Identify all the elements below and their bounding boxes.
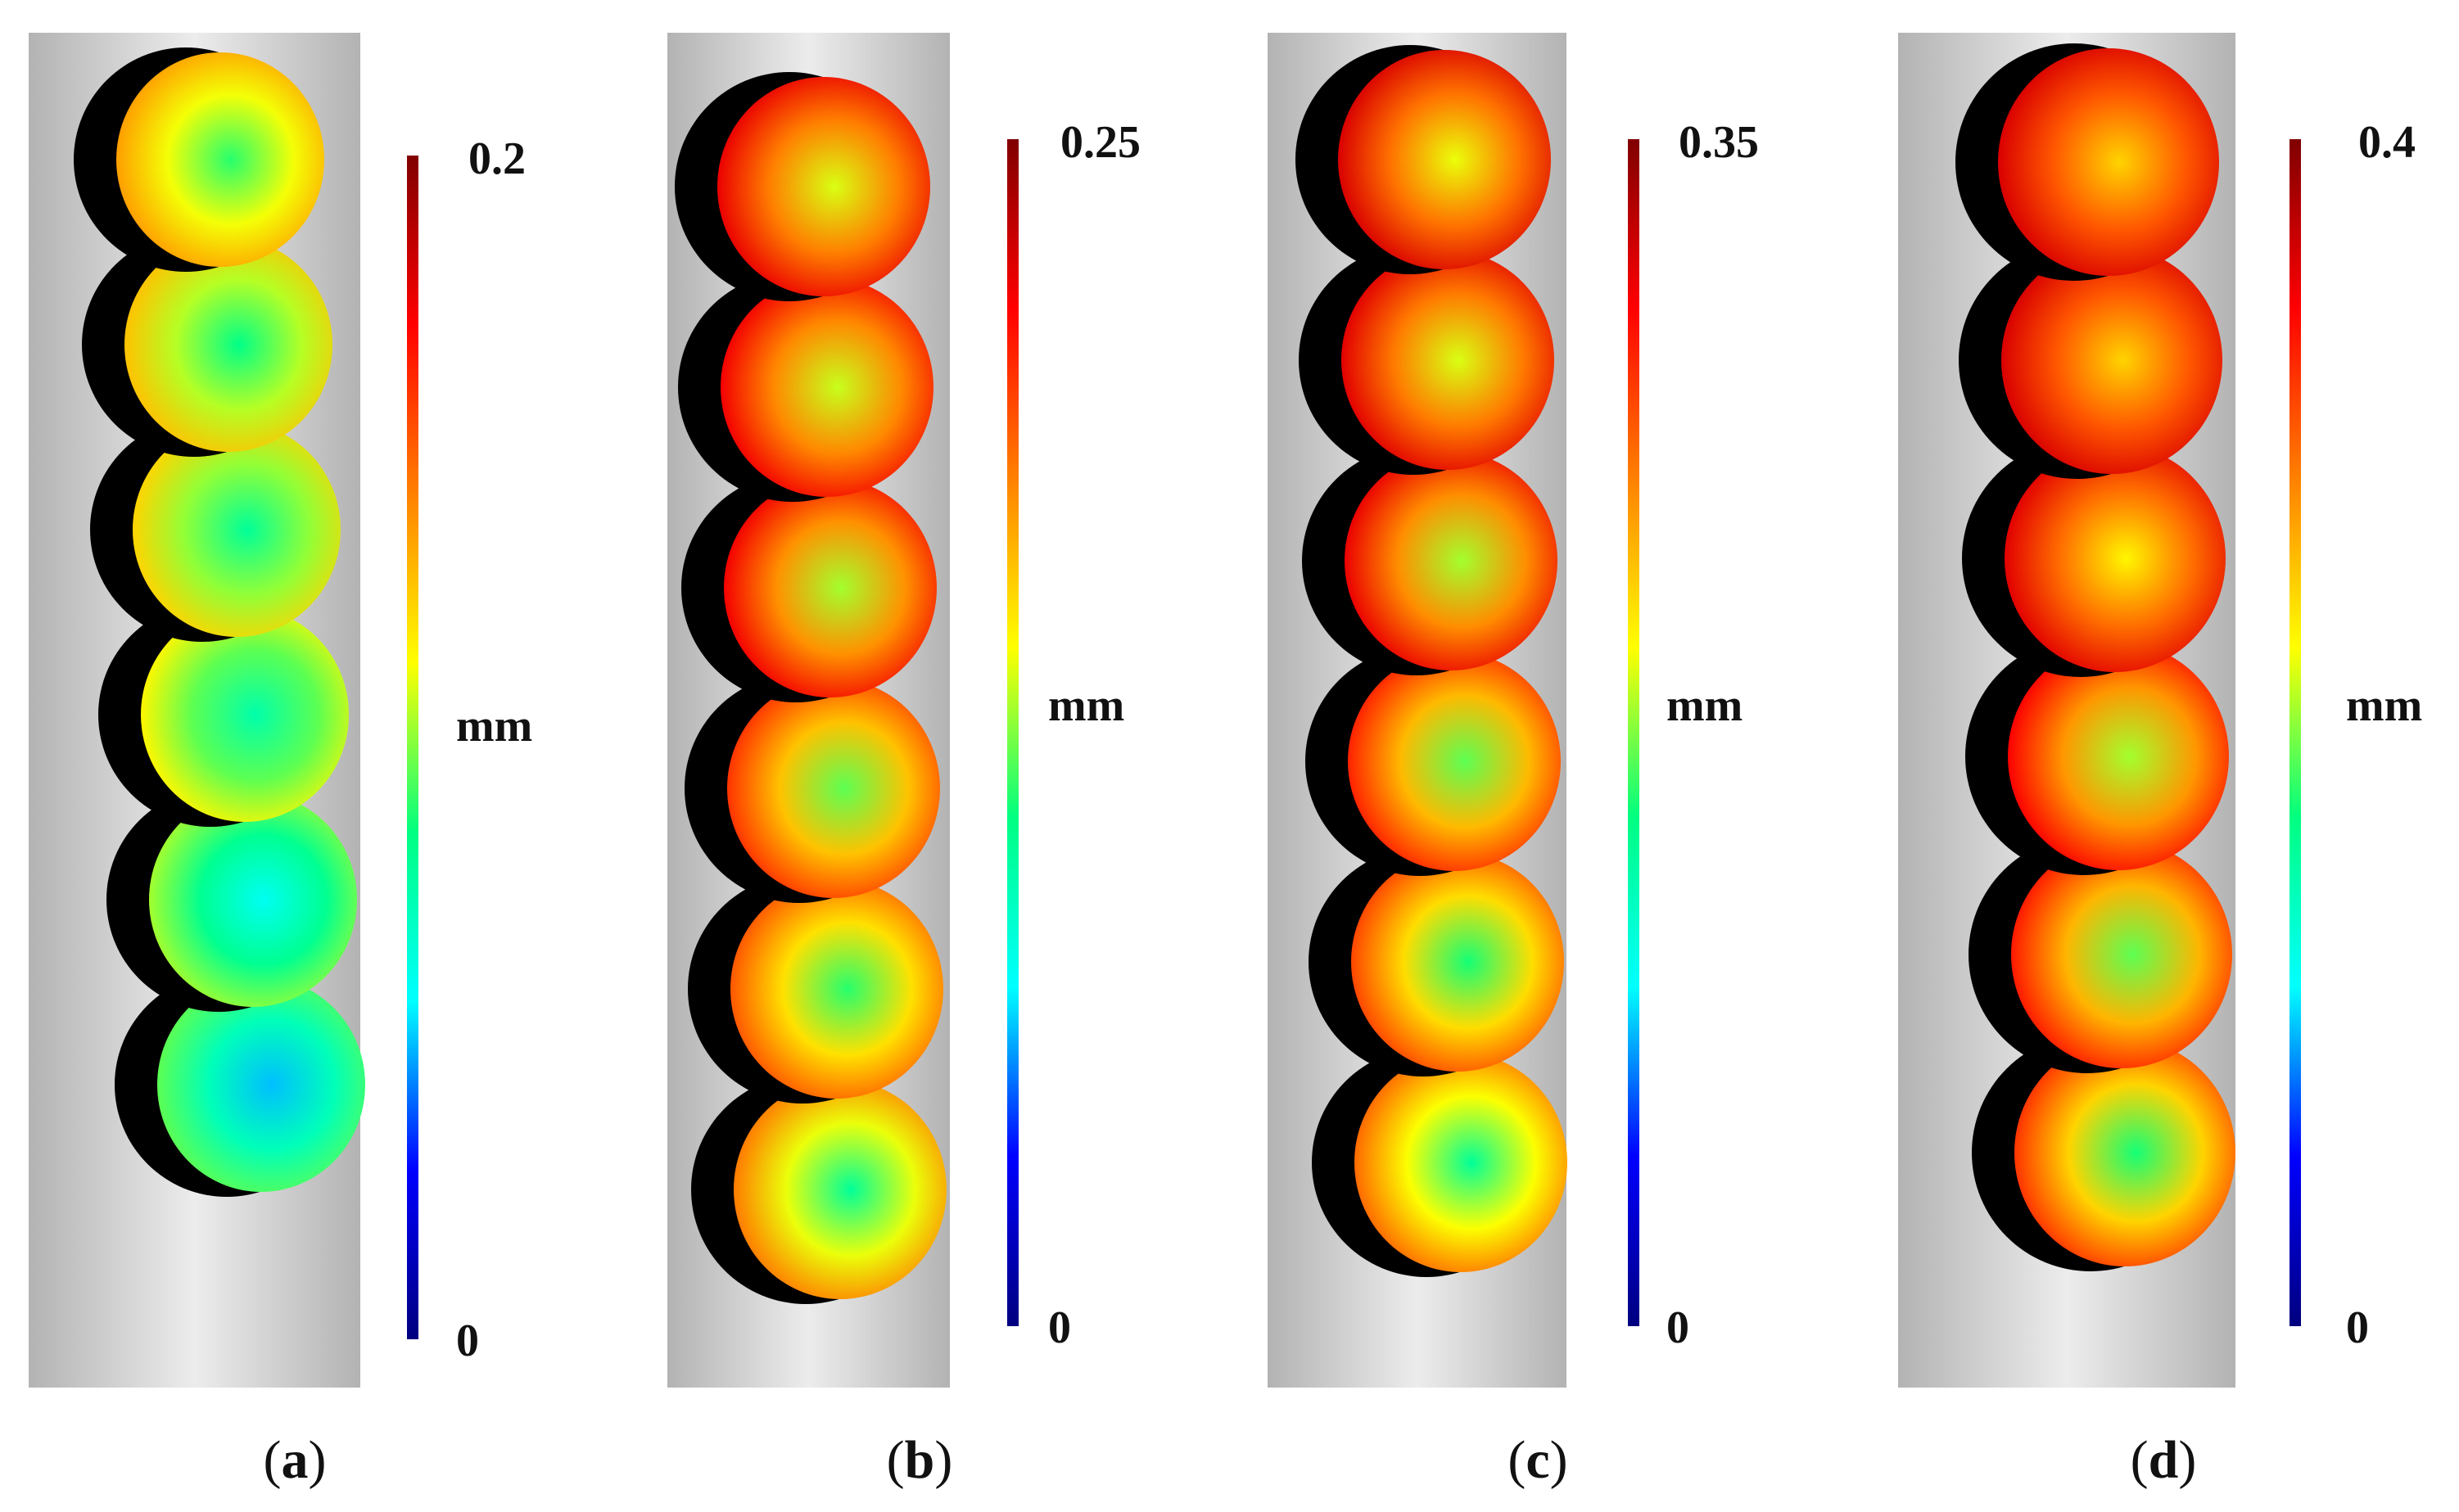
colorbar [1007, 139, 1019, 1326]
sphere [98, 603, 349, 827]
caption-letter: a [282, 1430, 309, 1490]
sphere-deformation-map [1998, 48, 2219, 276]
colorbar-min-label: 0 [456, 1316, 479, 1366]
sphere-deformation-map [149, 792, 357, 1007]
caption-open: ( [887, 1430, 905, 1490]
colorbar [1628, 139, 1639, 1326]
caption-letter: d [2149, 1430, 2179, 1490]
sphere-deformation-map [717, 77, 930, 296]
sphere [688, 874, 943, 1104]
colorbar-min-label: 0 [2346, 1302, 2369, 1353]
sphere-deformation-map [2011, 841, 2232, 1068]
caption-letter: b [905, 1430, 935, 1490]
sphere-deformation-map [141, 607, 349, 822]
colorbar-unit-label: mm [456, 701, 532, 751]
colorbar-max-label: 0.2 [468, 133, 526, 184]
panel-d: 0.4 mm 0 (d) [1898, 33, 2422, 1490]
sphere [678, 273, 933, 502]
colorbar-min-label: 0 [1666, 1302, 1689, 1353]
caption-letter: c [1526, 1430, 1549, 1490]
panel-caption: (c) [1507, 1430, 1567, 1490]
colorbar-max-label: 0.4 [2358, 117, 2416, 168]
sphere-deformation-map [727, 679, 940, 898]
panel-a: 0.2 mm 0 (a) [29, 33, 532, 1490]
colorbar-max-label: 0.35 [1679, 117, 1759, 168]
sphere [1302, 446, 1557, 675]
panel-b: 0.25 mm 0 (b) [667, 33, 1141, 1490]
caption-close: ) [934, 1430, 952, 1490]
sphere-deformation-map [2008, 643, 2229, 870]
panel-caption: (b) [887, 1430, 953, 1490]
sphere-deformation-map [1338, 50, 1551, 269]
sphere-deformation-map [730, 879, 943, 1099]
sphere-deformation-map [157, 977, 365, 1192]
sphere [74, 47, 324, 272]
colorbar-min-label: 0 [1048, 1302, 1071, 1353]
sphere-deformation-map [734, 1080, 947, 1299]
sphere [90, 417, 341, 642]
sphere [1969, 836, 2232, 1073]
sphere-deformation-map [133, 422, 341, 637]
sphere [1299, 246, 1554, 475]
colorbar [407, 156, 418, 1339]
sphere [1309, 847, 1564, 1076]
caption-close: ) [2178, 1430, 2196, 1490]
sphere-deformation-map [2005, 445, 2226, 672]
sphere-deformation-map [1351, 852, 1564, 1072]
sphere [82, 232, 332, 457]
sphere-deformation-map [124, 237, 332, 452]
sphere [675, 72, 930, 301]
panel-caption: (d) [2131, 1430, 2197, 1490]
sphere-deformation-map [2014, 1039, 2235, 1266]
caption-open: ( [2131, 1430, 2149, 1490]
sphere-deformation-map [116, 52, 324, 267]
sphere [691, 1075, 947, 1304]
sphere [1955, 43, 2219, 281]
colorbar-unit-label: mm [2346, 680, 2422, 731]
sphere [1305, 647, 1561, 876]
panel-caption: (a) [264, 1430, 327, 1490]
colorbar-unit-label: mm [1048, 680, 1124, 731]
sphere [681, 473, 937, 702]
caption-close: ) [309, 1430, 327, 1490]
sphere [1972, 1034, 2235, 1271]
sphere [106, 788, 357, 1012]
colorbar-max-label: 0.25 [1060, 117, 1141, 168]
caption-open: ( [1507, 1430, 1526, 1490]
sphere-deformation-map [724, 478, 937, 697]
caption-open: ( [264, 1430, 282, 1490]
sphere [115, 973, 365, 1197]
sphere-deformation-map [2001, 246, 2222, 474]
colorbar [2289, 139, 2301, 1326]
sphere [685, 674, 940, 903]
caption-close: ) [1550, 1430, 1568, 1490]
panel-c: 0.35 mm 0 (c) [1268, 33, 1759, 1490]
sphere-deformation-map [1348, 652, 1561, 871]
sphere [1312, 1048, 1567, 1277]
sphere-deformation-map [1341, 250, 1554, 470]
sphere [1295, 45, 1551, 274]
sphere [1965, 638, 2229, 875]
colorbar-unit-label: mm [1666, 680, 1743, 731]
sphere [1959, 241, 2222, 479]
sphere [1962, 440, 2226, 677]
sphere-deformation-map [721, 278, 933, 497]
sphere-deformation-map [1345, 451, 1557, 670]
sphere-deformation-map [1354, 1053, 1567, 1272]
